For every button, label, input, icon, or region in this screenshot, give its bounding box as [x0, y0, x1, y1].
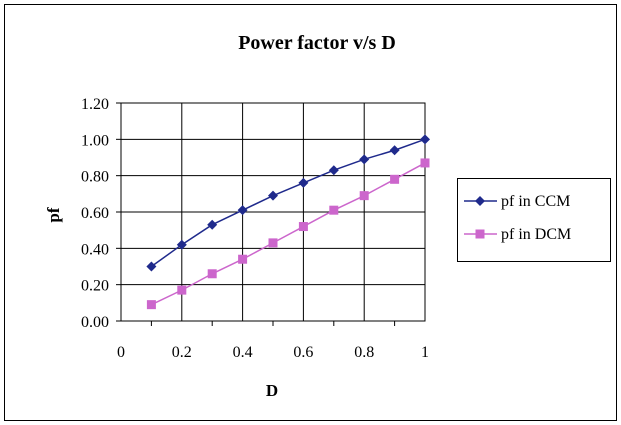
data-point-series-2 — [359, 191, 369, 201]
y-tick-label: 0.60 — [81, 205, 109, 222]
data-point-series-2 — [268, 238, 278, 248]
data-point-series-2 — [390, 174, 400, 184]
chart-title: Power factor v/s D — [238, 32, 396, 54]
data-point-series-2 — [146, 300, 156, 310]
data-point-series-1 — [207, 219, 218, 230]
data-point-series-1 — [328, 165, 339, 176]
x-tick-label: 1 — [421, 344, 429, 361]
data-point-series-1 — [420, 134, 430, 145]
plot-frame — [120, 102, 426, 322]
data-point-series-2 — [177, 285, 187, 295]
x-tick-label: 0 — [117, 344, 125, 361]
y-tick-label: 1.00 — [81, 132, 109, 149]
y-tick-label: 0.00 — [81, 314, 109, 331]
legend: pf in CCM pf in DCM — [457, 178, 611, 262]
x-tick-label: 0.8 — [354, 344, 374, 361]
y-axis-label: pf — [44, 207, 63, 222]
data-point-series-2 — [329, 205, 339, 215]
data-point-series-1 — [146, 261, 157, 272]
legend-items: pf in CCM pf in DCM — [464, 193, 571, 243]
x-tick-label: 0.2 — [172, 344, 192, 361]
series-line-1 — [150, 138, 426, 268]
data-point-series-2 — [298, 222, 308, 232]
data-point-series-1 — [359, 154, 370, 165]
plot-layer: 0.00 0.20 0.40 0.60 0.80 1.00 1.20 0 0.2 0.4 0.6 0.… — [81, 96, 430, 361]
x-tick-label: 0.6 — [293, 344, 313, 361]
legend-marker — [475, 196, 485, 206]
legend-label: pf in CCM — [501, 193, 570, 210]
data-point-series-1 — [298, 177, 309, 188]
legend-marker — [475, 229, 485, 239]
data-point-series-2 — [207, 269, 217, 279]
y-tick-label: 0.80 — [81, 169, 109, 186]
y-tick-label: 0.20 — [81, 278, 109, 295]
series-line-2 — [151, 162, 426, 306]
x-axis-label: D — [266, 381, 278, 400]
data-point-series-2 — [420, 158, 430, 168]
x-tick-label: 0.4 — [233, 344, 253, 361]
legend-box — [457, 178, 611, 262]
legend-label: pf in DCM — [501, 226, 571, 243]
data-point-series-1 — [268, 190, 278, 201]
data-point-series-2 — [238, 254, 248, 264]
data-point-series-1 — [389, 145, 400, 156]
y-tick-label: 1.20 — [81, 96, 109, 113]
y-tick-label: 0.40 — [81, 241, 109, 258]
data-point-series-1 — [176, 239, 187, 250]
data-point-series-1 — [237, 205, 248, 216]
